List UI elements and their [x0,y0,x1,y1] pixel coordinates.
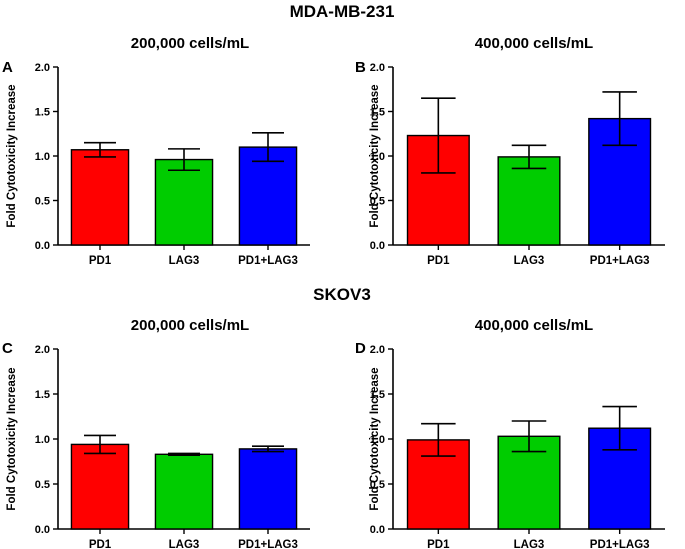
panel-c-title: 200,000 cells/mL [131,317,249,334]
panel-d-y-tick-label: 1.5 [370,389,385,401]
panel-d-title: 400,000 cells/mL [475,317,593,334]
panel-d-y-tick-label: 2.0 [370,344,385,356]
panel-a-y-tick-label: 1.0 [35,151,50,163]
panel-c-letter: C [2,340,13,357]
panel-b-category-label-lag3: LAG3 [514,255,545,267]
panel-d-category-label-lag3: LAG3 [514,539,545,549]
panel-b-y-tick-label: 2.0 [370,62,385,74]
panel-a-bar-lag3 [154,158,214,246]
panel-d-y-tick-label: 0.5 [370,479,385,491]
panel-b-y-tick-label: 0.0 [370,240,385,252]
panel-b-letter: B [355,59,366,76]
panel-a-letter: A [2,59,13,76]
panel-a-y-axis-label: Fold Cytotoxicity Increase [6,84,18,227]
panel-a-bar-pd1-lag3 [238,146,298,246]
panel-c-category-label-pd1: PD1 [89,539,112,549]
group-title-skov3: SKOV3 [313,285,371,304]
panel-d-category-label-pd1: PD1 [427,539,450,549]
panel-b-y-tick-label: 1.0 [370,151,385,163]
panel-d-letter: D [355,340,366,357]
panel-a-y-tick-label: 1.5 [35,107,50,119]
panel-b-title: 400,000 cells/mL [475,35,593,52]
panel-a-category-label-pd1-lag3: PD1+LAG3 [238,255,298,267]
panel-d-category-label-pd1-lag3: PD1+LAG3 [590,539,650,549]
panel-c-bar-pd1 [70,443,130,530]
panel-a-category-label-lag3: LAG3 [169,255,200,267]
panel-a-bar-pd1 [70,149,130,246]
panel-a-title: 200,000 cells/mL [131,35,249,52]
panel-b-y-tick-label: 1.5 [370,107,385,119]
panel-a-y-tick-label: 0.5 [35,196,50,208]
panel-c-category-label-pd1-lag3: PD1+LAG3 [238,539,298,549]
panel-b-y-tick-label: 0.5 [370,196,385,208]
panel-c-y-tick-label: 0.0 [35,524,50,536]
panel-b-y-axis-label: Fold Cytotoxicity Increase [369,84,381,227]
panel-b-category-label-pd1: PD1 [427,255,450,267]
chart-panels: 200,000 cells/mL A Fold Cytotoxicity Incre… [2,35,665,549]
panel-c-y-tick-label: 2.0 [35,344,50,356]
panel-d-y-tick-label: 0.0 [370,524,385,536]
panel-b-category-label-pd1-lag3: PD1+LAG3 [590,255,650,267]
chart-panel-c: 200,000 cells/mL C Fold Cytotoxicity Incre… [2,317,310,549]
panel-c-bar-lag3 [154,453,214,530]
panel-a-y-tick-label: 0.0 [35,240,50,252]
panel-c-y-tick-label: 1.0 [35,434,50,446]
panel-c-bar-pd1-lag3 [238,448,298,530]
panel-c-category-label-lag3: LAG3 [169,539,200,549]
panel-c-y-tick-label: 1.5 [35,389,50,401]
panel-a-y-tick-label: 2.0 [35,62,50,74]
panel-c-y-axis-label: Fold Cytotoxicity Increase [6,367,18,510]
group-title-mda-mb-231: MDA-MB-231 [290,2,395,21]
panel-d-y-axis-label: Fold Cytotoxicity Increase [369,367,381,510]
chart-panel-a: 200,000 cells/mL A Fold Cytotoxicity Incre… [2,35,310,267]
panel-d-y-tick-label: 1.0 [370,434,385,446]
panel-d-bar-lag3 [497,435,561,530]
panel-b-bar-lag3 [497,156,561,246]
panel-a-category-label-pd1: PD1 [89,255,112,267]
panel-c-y-tick-label: 0.5 [35,479,50,491]
